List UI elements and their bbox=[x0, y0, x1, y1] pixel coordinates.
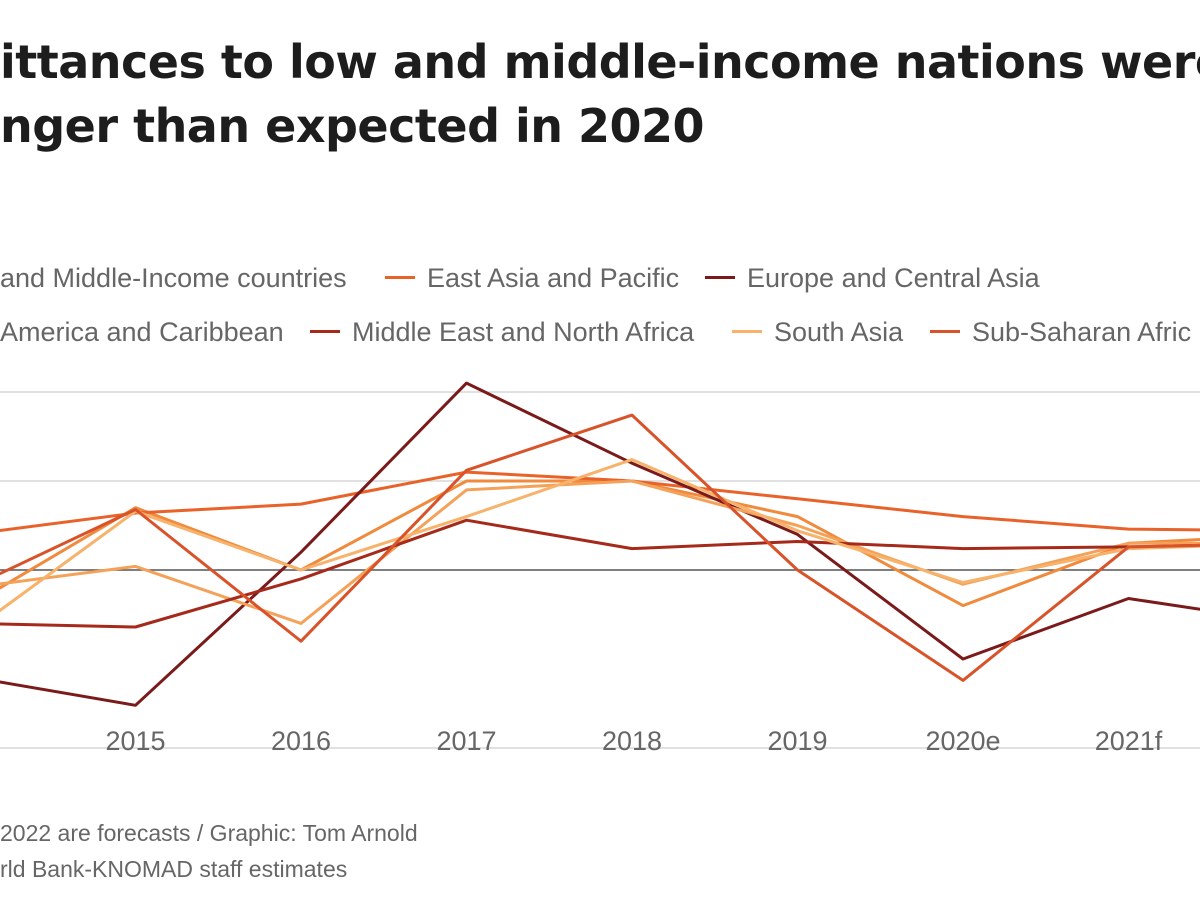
chart-title-line-1: ittances to low and middle-income nation… bbox=[0, 35, 1200, 89]
x-axis-ticks: 2015 2016 2017 2018 2019 2020e 2021f bbox=[105, 726, 1162, 756]
legend-label: Europe and Central Asia bbox=[747, 263, 1040, 293]
series-line-latin-america-and-caribbean bbox=[0, 479, 1200, 625]
legend-row-1: and Middle-Income countries East Asia an… bbox=[0, 258, 1200, 298]
x-tick-label: 2020e bbox=[925, 726, 1000, 756]
chart-notes: 2022 are forecasts / Graphic: Tom Arnold… bbox=[0, 815, 1200, 887]
forecast-note: 2022 are forecasts / Graphic: Tom Arnold bbox=[0, 820, 418, 846]
chart-legend: and Middle-Income countries East Asia an… bbox=[0, 250, 1200, 370]
legend-swatch bbox=[732, 330, 762, 334]
series-line-europe-and-central-asia bbox=[0, 381, 1200, 707]
x-tick-label: 2015 bbox=[105, 726, 165, 756]
series-lines bbox=[0, 381, 1200, 707]
legend-item-europe-central-asia: Europe and Central Asia bbox=[705, 258, 1040, 298]
legend-label: South Asia bbox=[774, 317, 904, 347]
legend-label: America and Caribbean bbox=[0, 317, 284, 347]
legend-row-2: America and Caribbean Middle East and No… bbox=[0, 312, 1200, 352]
legend-item-latin-america-caribbean: America and Caribbean bbox=[0, 312, 284, 352]
x-tick-label: 2021f bbox=[1095, 726, 1163, 756]
x-tick-label: 2017 bbox=[436, 726, 496, 756]
x-tick-label: 2018 bbox=[602, 726, 662, 756]
legend-item-sub-saharan-africa: Sub-Saharan Afric bbox=[930, 312, 1191, 352]
line-chart: 2015 2016 2017 2018 2019 2020e 2021f bbox=[0, 381, 1200, 756]
series-line-south-asia bbox=[0, 458, 1200, 613]
legend-item-east-asia-pacific: East Asia and Pacific bbox=[385, 258, 679, 298]
legend-label: Sub-Saharan Afric bbox=[972, 317, 1192, 347]
series-line-middle-east-and-north-africa bbox=[0, 518, 1200, 629]
legend-label: and Middle-Income countries bbox=[0, 263, 347, 293]
legend-item-south-asia: South Asia bbox=[732, 312, 903, 352]
x-tick-label: 2019 bbox=[767, 726, 827, 756]
legend-label: Middle East and North Africa bbox=[352, 317, 695, 347]
x-tick-label: 2016 bbox=[271, 726, 331, 756]
series-line-sub-saharan-africa bbox=[0, 413, 1200, 682]
legend-item-low-middle-income: and Middle-Income countries bbox=[0, 258, 347, 298]
legend-swatch bbox=[930, 330, 960, 334]
legend-label: East Asia and Pacific bbox=[427, 263, 680, 293]
legend-swatch bbox=[705, 276, 735, 280]
chart-title: ittances to low and middle-income nation… bbox=[0, 30, 1200, 158]
chart-title-line-2: nger than expected in 2020 bbox=[0, 99, 705, 153]
legend-swatch bbox=[385, 276, 415, 280]
source-note: rld Bank-KNOMAD staff estimates bbox=[0, 856, 348, 882]
legend-item-middle-east-north-africa: Middle East and North Africa bbox=[310, 312, 694, 352]
legend-swatch bbox=[310, 330, 340, 334]
